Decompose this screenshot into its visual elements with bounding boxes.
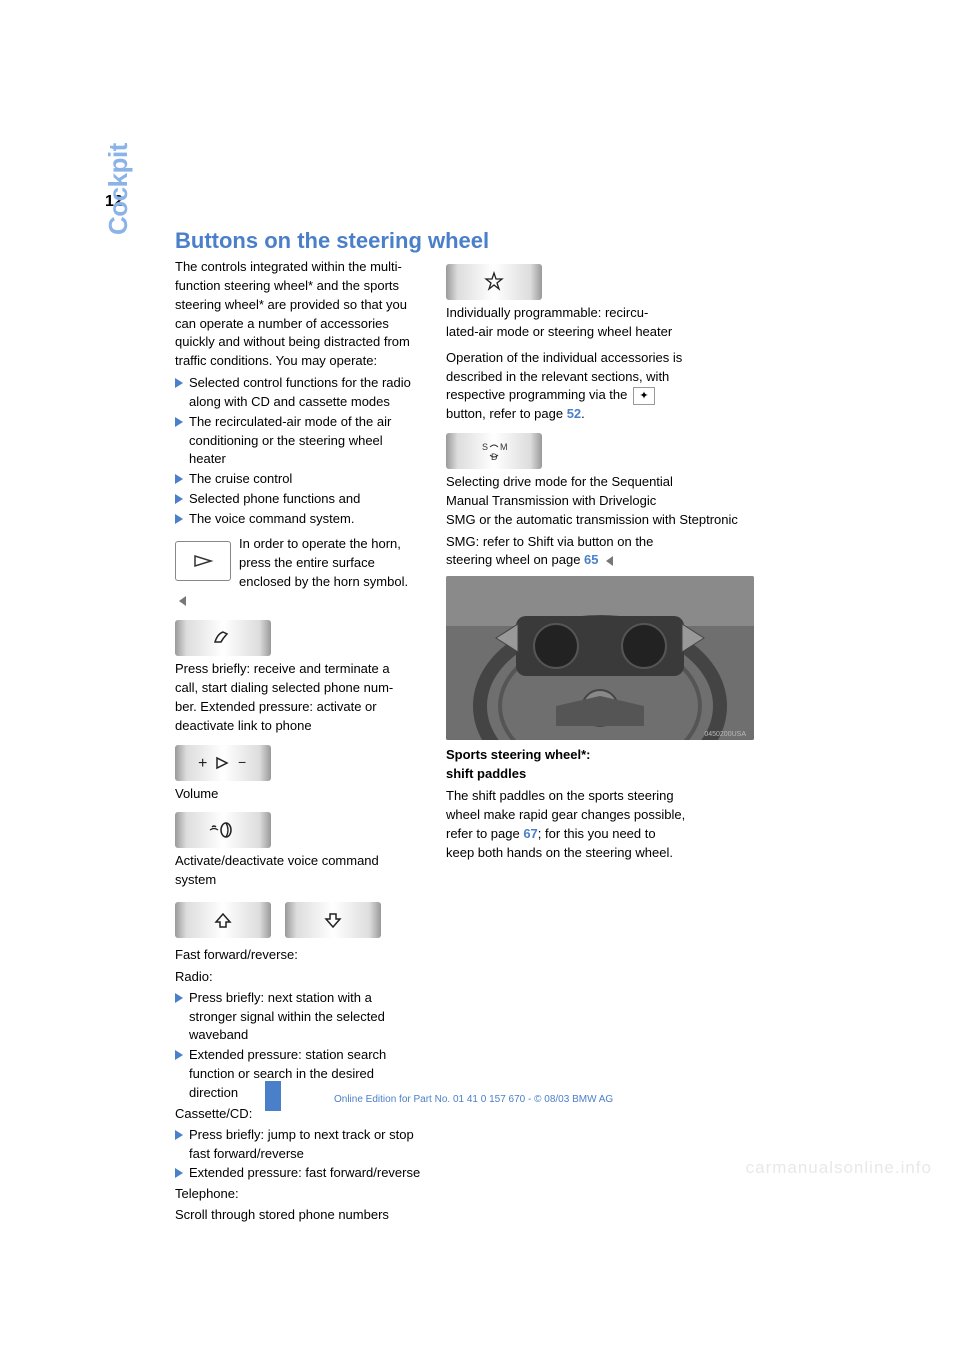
- text-line: Press briefly: receive and terminate a: [175, 661, 390, 676]
- voice-caption: Activate/deactivate voice command system: [175, 852, 423, 890]
- phone-scroll-caption: Scroll through stored phone numbers: [175, 1206, 423, 1225]
- bullet-item: Press briefly: next station with a stron…: [175, 989, 423, 1046]
- page-title: Buttons on the steering wheel: [175, 228, 489, 254]
- down-arrow-icon: [285, 902, 381, 938]
- text-line: respective programming via the: [446, 387, 627, 402]
- sport-heading: Sports steering wheel*: shift paddles: [446, 746, 764, 784]
- bullet-item: Selected phone functions and: [175, 490, 423, 509]
- svg-text:0450200USA: 0450200USA: [704, 731, 746, 738]
- phone-button-icon: [175, 620, 271, 656]
- text-line: The shift paddles on the sports steering: [446, 788, 674, 803]
- text-line: call, start dialing selected phone num-: [175, 680, 393, 695]
- footer-accent-bar: [265, 1081, 281, 1111]
- text-line: Individually programmable: recircu-: [446, 305, 648, 320]
- bullet-icon: [175, 1130, 183, 1140]
- intro-line: steering wheel* are provided so that you: [175, 297, 407, 312]
- right-column: Individually programmable: recircu- late…: [446, 258, 764, 865]
- text-line: Sports steering wheel*:: [446, 747, 590, 762]
- text-line: ber. Extended pressure: activate or: [175, 699, 377, 714]
- volume-button-icon: +−: [175, 745, 271, 781]
- svg-text:M: M: [500, 442, 508, 452]
- text-line: Activate/deactivate voice command: [175, 853, 379, 868]
- bullet-text: Press briefly: next station with a stron…: [189, 989, 423, 1046]
- bullet-item: The voice command system.: [175, 510, 423, 529]
- text-line: button, refer to page: [446, 406, 567, 421]
- svg-text:−: −: [238, 754, 246, 770]
- side-section-label: Cockpit: [103, 143, 134, 235]
- sport-body: The shift paddles on the sports steering…: [446, 787, 764, 862]
- bullet-item: Selected control functions for the radio…: [175, 374, 423, 412]
- text-line: SMG: refer to Shift via button on the: [446, 534, 653, 549]
- bullet-text: Selected control functions for the radio…: [189, 374, 423, 412]
- bullet-text: Selected phone functions and: [189, 490, 360, 509]
- bullet-item: The cruise control: [175, 470, 423, 489]
- text-line: Manual Transmission with Drivelogic: [446, 493, 656, 508]
- steering-wheel-photo: 0450200USA: [446, 576, 754, 740]
- intro-line: can operate a number of accessories: [175, 316, 389, 331]
- text-line: keep both hands on the steering wheel.: [446, 845, 673, 860]
- voice-button-icon: [175, 812, 271, 848]
- page-link-52[interactable]: 52: [567, 406, 581, 421]
- text-line: shift paddles: [446, 766, 526, 781]
- shift-caption: Selecting drive mode for the Sequential …: [446, 473, 764, 530]
- radio-label: Radio:: [175, 968, 423, 987]
- phone2-label: Telephone:: [175, 1185, 423, 1204]
- cd-label: Cassette/CD:: [175, 1105, 423, 1124]
- bullet-text: Press briefly: jump to next track or sto…: [189, 1126, 423, 1164]
- horn-caption: In order to operate the horn, press the …: [239, 535, 423, 592]
- shift-ref: SMG: refer to Shift via button on the st…: [446, 533, 764, 571]
- footer-text: Online Edition for Part No. 01 41 0 157 …: [334, 1094, 613, 1105]
- text-line: system: [175, 872, 216, 887]
- up-arrow-icon: [175, 902, 271, 938]
- inline-star-icon: ✦: [633, 387, 655, 405]
- svg-text:+: +: [198, 755, 207, 772]
- back-arrow-icon: [179, 596, 186, 606]
- bullet-icon: [175, 417, 183, 427]
- bullet-item: Extended pressure: fast forward/reverse: [175, 1164, 423, 1183]
- text-line: steering wheel on page: [446, 552, 584, 567]
- intro-text: The controls integrated within the multi…: [175, 258, 423, 371]
- bullet-icon: [175, 474, 183, 484]
- horn-icon: [175, 541, 231, 581]
- text-line: Selecting drive mode for the Sequential: [446, 474, 673, 489]
- intro-line: function steering wheel* and the sports: [175, 278, 399, 293]
- bullet-text: The cruise control: [189, 470, 292, 489]
- back-arrow-icon: [606, 556, 613, 566]
- intro-line: The controls integrated within the multi…: [175, 259, 402, 274]
- text-line: SMG or the automatic transmission with: [446, 512, 676, 527]
- phone-caption: Press briefly: receive and terminate a c…: [175, 660, 423, 735]
- text-line: wheel make rapid gear changes possible,: [446, 807, 685, 822]
- text-line: described in the relevant sections, with: [446, 369, 669, 384]
- intro-line: traffic conditions. You may operate:: [175, 353, 377, 368]
- text-line: ; for this you need to: [538, 826, 656, 841]
- bullet-text: The recirculated-air mode of the air con…: [189, 413, 423, 470]
- shift-mode-button-icon: SMD: [446, 433, 542, 469]
- page-link-65[interactable]: 65: [584, 552, 598, 567]
- text-line: Operation of the individual accessories …: [446, 350, 682, 365]
- bullet-icon: [175, 494, 183, 504]
- bullet-icon: [175, 378, 183, 388]
- text-line: refer to page: [446, 826, 523, 841]
- steptronic-label: Steptronic: [679, 512, 738, 527]
- bullet-icon: [175, 1050, 183, 1060]
- bullet-icon: [175, 993, 183, 1003]
- intro-line: quickly and without being distracted fro…: [175, 334, 410, 349]
- fastfwd-caption: Fast forward/reverse:: [175, 946, 423, 965]
- page-link-67[interactable]: 67: [523, 826, 537, 841]
- left-column: The controls integrated within the multi…: [175, 258, 423, 1228]
- watermark: carmanualsonline.info: [746, 1158, 932, 1178]
- programmable-button-icon: [446, 264, 542, 300]
- recirculate-caption: Individually programmable: recircu- late…: [446, 304, 764, 342]
- recirculate-footer: Operation of the individual accessories …: [446, 349, 764, 424]
- bullet-icon: [175, 514, 183, 524]
- bullet-item: The recirculated-air mode of the air con…: [175, 413, 423, 470]
- bullet-icon: [175, 1168, 183, 1178]
- bullet-text: The voice command system.: [189, 510, 354, 529]
- volume-caption: Volume: [175, 785, 423, 804]
- bullet-text: Extended pressure: fast forward/reverse: [189, 1164, 420, 1183]
- text-line: lated-air mode or steering wheel heater: [446, 324, 672, 339]
- text-line: deactivate link to phone: [175, 718, 312, 733]
- bullet-item: Press briefly: jump to next track or sto…: [175, 1126, 423, 1164]
- svg-text:S: S: [482, 442, 488, 452]
